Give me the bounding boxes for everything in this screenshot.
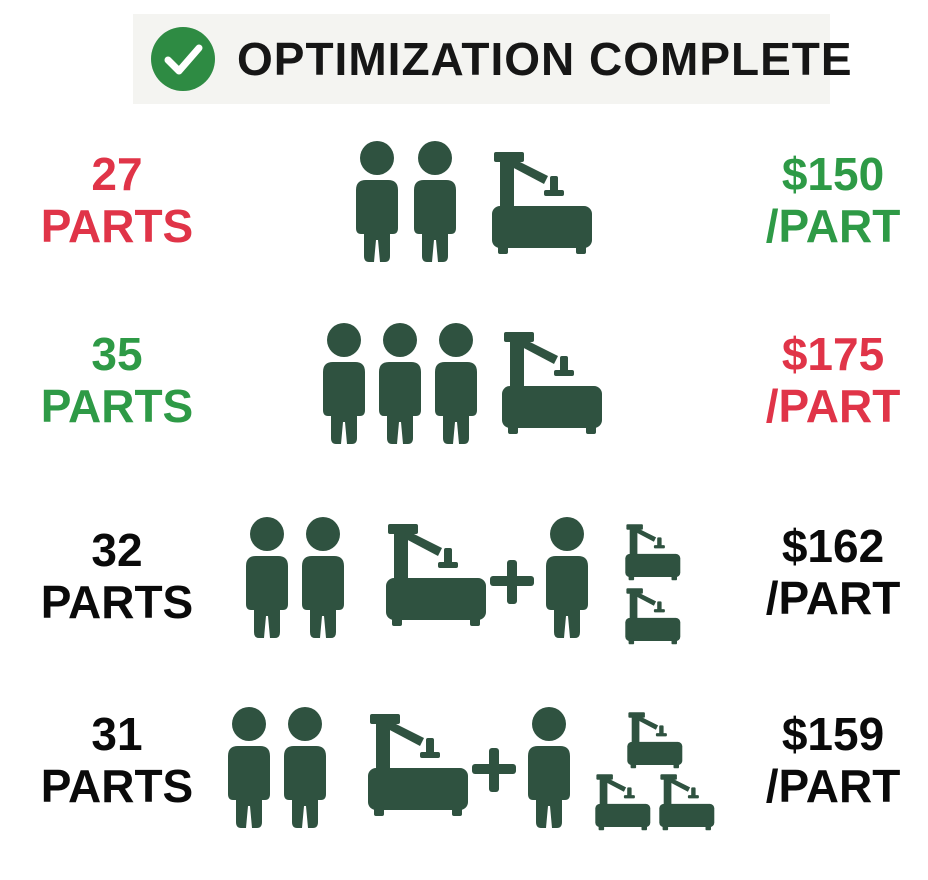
small-machine-icon — [625, 588, 681, 645]
cost-unit: /PART — [765, 380, 901, 432]
scenario-row-2: 35 PARTS $175 /PART — [0, 318, 928, 468]
cost-per-part: $162 /PART — [740, 520, 926, 624]
scenario-row-3: 32 PARTS $162 /PART — [0, 510, 928, 660]
page-title: OPTIMIZATION COMPLETE — [237, 33, 853, 85]
worker-icon — [356, 141, 398, 262]
worker-icon — [435, 323, 477, 444]
cost-unit: /PART — [765, 572, 901, 624]
small-machine-icon — [595, 774, 651, 831]
worker-icon — [379, 323, 421, 444]
parts-count-value: 27 — [91, 148, 143, 200]
plus-icon — [472, 748, 516, 792]
small-machine-icon — [627, 712, 683, 769]
cost-value: $162 — [781, 520, 885, 572]
parts-count-unit: PARTS — [40, 576, 194, 628]
parts-count: 31 PARTS — [28, 708, 206, 812]
parts-count-unit: PARTS — [40, 380, 194, 432]
worker-icon — [528, 707, 570, 828]
machine-icon — [368, 714, 468, 816]
cost-per-part: $159 /PART — [740, 708, 926, 812]
cost-per-part: $175 /PART — [740, 328, 926, 432]
worker-icon — [323, 323, 365, 444]
cost-per-part: $150 /PART — [740, 148, 926, 252]
cost-value: $150 — [781, 148, 885, 200]
scenario-row-4: 31 PARTS $159 /PART — [0, 698, 928, 848]
parts-count: 35 PARTS — [28, 328, 206, 432]
worker-icon — [546, 517, 588, 638]
worker-icon — [302, 517, 344, 638]
worker-icon — [414, 141, 456, 262]
parts-count-unit: PARTS — [40, 760, 194, 812]
parts-count-unit: PARTS — [40, 200, 194, 252]
scenario-row-1: 27 PARTS $150 /PART — [0, 140, 928, 290]
machine-icon — [502, 332, 602, 434]
parts-count-value: 32 — [91, 524, 143, 576]
parts-count: 32 PARTS — [28, 524, 206, 628]
parts-count: 27 PARTS — [28, 148, 206, 252]
cost-value: $159 — [781, 708, 885, 760]
machine-icon — [492, 152, 592, 254]
machine-icon — [386, 524, 486, 626]
small-machine-icon — [625, 524, 681, 581]
plus-icon — [490, 560, 534, 604]
cost-unit: /PART — [765, 200, 901, 252]
status-banner: OPTIMIZATION COMPLETE — [133, 14, 852, 104]
worker-icon — [284, 707, 326, 828]
small-machine-icon — [659, 774, 715, 831]
parts-count-value: 35 — [91, 328, 143, 380]
parts-count-value: 31 — [91, 708, 143, 760]
cost-value: $175 — [781, 328, 885, 380]
cost-unit: /PART — [765, 760, 901, 812]
worker-icon — [228, 707, 270, 828]
worker-icon — [246, 517, 288, 638]
check-circle-icon — [151, 27, 215, 91]
